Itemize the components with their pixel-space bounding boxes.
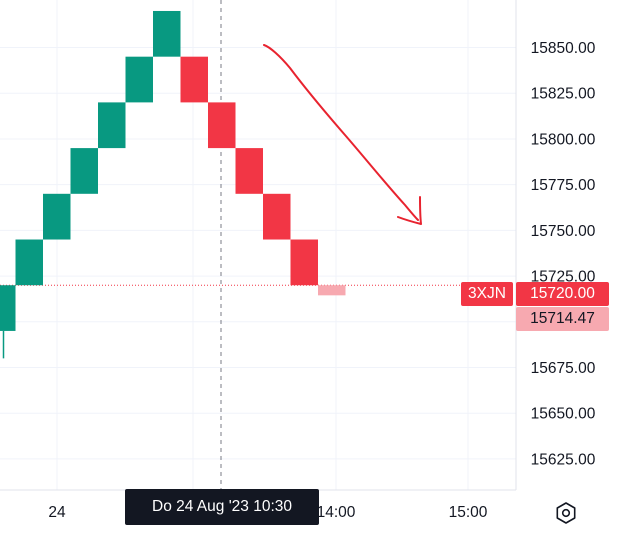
crosshair-time-label: Do 24 Aug '23 10:30: [125, 489, 319, 525]
renko-brick-up: [0, 285, 16, 331]
renko-brick-up: [43, 193, 71, 240]
price-tick-label: 15775.00: [531, 177, 596, 194]
pending-renko-brick: [318, 285, 346, 296]
renko-brick-down: [235, 148, 263, 194]
price-tick-label: 15800.00: [531, 131, 596, 148]
time-tick-label: 24: [48, 504, 66, 521]
renko-brick-down: [180, 56, 208, 103]
renko-brick-up: [70, 148, 98, 194]
last-price-tag: 15720.00: [516, 282, 609, 306]
price-wick: [2, 330, 5, 359]
grid-layer: [0, 0, 516, 490]
renko-brick-down: [263, 193, 291, 240]
time-tick-label: 14:00: [317, 504, 356, 521]
price-tick-label: 15725.00: [531, 269, 596, 286]
price-tick-label: 15625.00: [531, 451, 596, 468]
trend-arrow-annotation[interactable]: [263, 44, 422, 225]
renko-brick-down: [208, 102, 236, 149]
settings-hexagon-icon[interactable]: [553, 500, 579, 526]
renko-brick-up: [153, 10, 181, 57]
price-tick-label: 15750.00: [531, 223, 596, 240]
time-tick-label: 15:00: [449, 504, 488, 521]
pending-brick-price-tag: 15714.47: [516, 307, 609, 331]
price-axis[interactable]: 15625.0015650.0015675.0015700.0015725.00…: [531, 40, 596, 468]
renko-brick-up: [15, 239, 43, 286]
bricks-layer: [0, 10, 346, 331]
renko-brick-up: [98, 102, 126, 149]
price-tick-label: 15825.00: [531, 86, 596, 103]
renko-brick-up: [125, 56, 153, 103]
time-axis[interactable]: 24 14:00 15:00: [48, 504, 487, 521]
renko-brick-down: [290, 239, 318, 286]
price-tick-label: 15675.00: [531, 360, 596, 377]
symbol-tag: 3XJN: [461, 282, 513, 306]
price-tick-label: 15650.00: [531, 406, 596, 423]
price-tick-label: 15850.00: [531, 40, 596, 57]
